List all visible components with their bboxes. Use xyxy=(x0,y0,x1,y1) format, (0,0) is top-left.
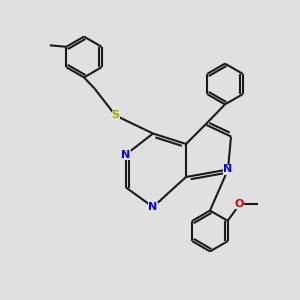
Text: N: N xyxy=(224,164,232,175)
Text: N: N xyxy=(148,202,158,212)
Text: S: S xyxy=(112,110,119,121)
Text: O: O xyxy=(235,199,244,209)
Text: N: N xyxy=(122,149,130,160)
